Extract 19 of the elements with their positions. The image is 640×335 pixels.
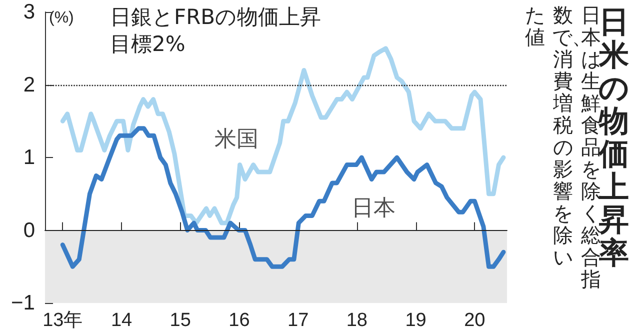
series-label: 日本: [351, 196, 396, 221]
x-tick-label: 14: [110, 310, 133, 331]
line-series: [60, 126, 506, 269]
ref-line-label: 日銀とFRBの物価上昇目標2%: [110, 4, 322, 58]
x-tick-label: 15: [170, 310, 191, 331]
x-tick-label: 16: [228, 310, 250, 331]
x-tick-label: 18: [346, 310, 368, 331]
y-tick-label: 2: [23, 73, 35, 96]
y-tick-label: 0: [23, 218, 35, 242]
text: 日米の物価上昇率: [598, 5, 630, 271]
series-label: 米国: [214, 126, 258, 152]
y-tick-label: −1: [11, 292, 35, 314]
y-tick-label: 1: [23, 146, 35, 169]
x-tick-label: 17: [288, 310, 309, 331]
y-tick-label: 3: [23, 0, 35, 24]
x-tick-label: 20: [464, 310, 486, 331]
x-tick-label: 13年: [42, 310, 83, 331]
y-axis-title: (%): [49, 10, 74, 26]
x-tick-label: 19: [405, 310, 426, 331]
